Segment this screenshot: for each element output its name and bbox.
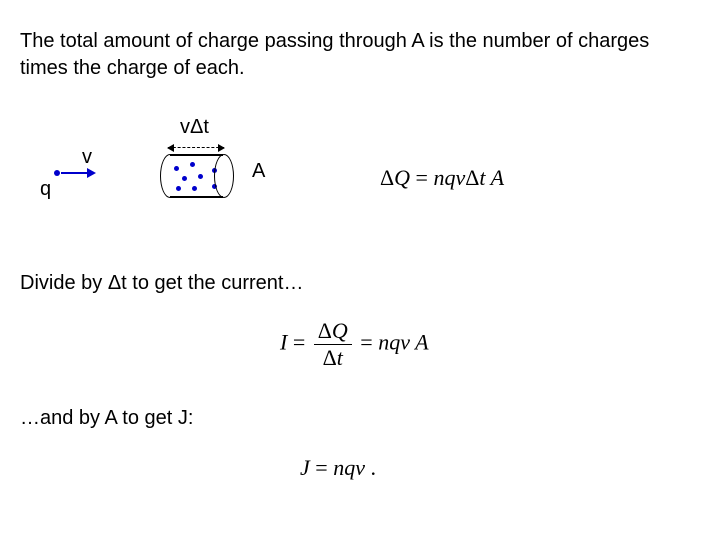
dq-Q: Q [394,165,410,190]
area-label: A [252,160,265,183]
charge-dot-icon [192,186,197,191]
dq-rhs: nqvΔt A [433,165,504,190]
I-num-Q: Q [332,318,348,343]
velocity-arrowhead-icon [87,168,96,178]
intro-text: The total amount of charge passing throu… [20,28,680,82]
formula-j: J = nqv . [300,455,376,481]
vdt-extent-icon [168,144,224,152]
charge-dot-icon [190,162,195,167]
v-label: v [82,146,92,169]
formula-delta-q: ΔQ = nqvΔt A [380,165,504,191]
dq-eq: = [410,165,433,190]
charge-dot-icon [174,166,179,171]
J-tail: . [365,455,376,480]
area-ellipse-icon [214,154,234,198]
vdt-label: vΔt [180,116,209,139]
charge-dot-icon [182,176,187,181]
physics-slide: The total amount of charge passing throu… [0,0,720,540]
I-eq2: = [355,330,378,355]
J-rhs: nqv [333,455,365,480]
charge-dot-icon [198,174,203,179]
I-num-delta: Δ [318,318,332,343]
charge-dot-icon [54,170,60,176]
fraction-icon: ΔQΔt [314,318,352,371]
q-label: q [40,178,51,201]
divide-by-dt-text: Divide by Δt to get the current… [20,270,304,297]
cylinder-bottom-edge-icon [170,196,223,198]
charge-diagram: q v vΔt A [40,110,300,210]
and-by-a-text: …and by A to get J: [20,405,193,432]
J-lhs: J [300,455,310,480]
I-rhs: nqv A [378,330,428,355]
dq-delta: Δ [380,165,394,190]
velocity-arrow-icon [61,172,89,174]
I-den-t: t [337,345,343,370]
J-eq: = [310,455,333,480]
I-den-delta: Δ [323,345,337,370]
I-eq1: = [287,330,310,355]
charge-dot-icon [176,186,181,191]
formula-current: I = ΔQΔt = nqv A [280,318,429,371]
